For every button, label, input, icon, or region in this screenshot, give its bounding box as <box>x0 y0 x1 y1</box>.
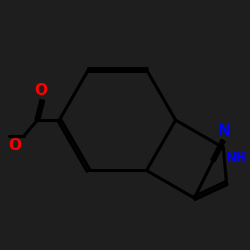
Text: O: O <box>34 82 48 98</box>
Text: N: N <box>218 124 230 139</box>
Text: O: O <box>8 138 21 154</box>
Text: NH: NH <box>226 152 246 164</box>
